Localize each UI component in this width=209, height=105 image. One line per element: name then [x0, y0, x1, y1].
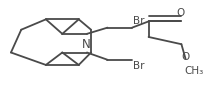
Text: CH₃: CH₃	[185, 66, 204, 76]
Text: Br: Br	[133, 61, 145, 71]
Text: O: O	[176, 8, 185, 18]
Text: O: O	[181, 52, 190, 62]
Text: Br: Br	[133, 16, 145, 26]
Text: N: N	[82, 38, 90, 51]
